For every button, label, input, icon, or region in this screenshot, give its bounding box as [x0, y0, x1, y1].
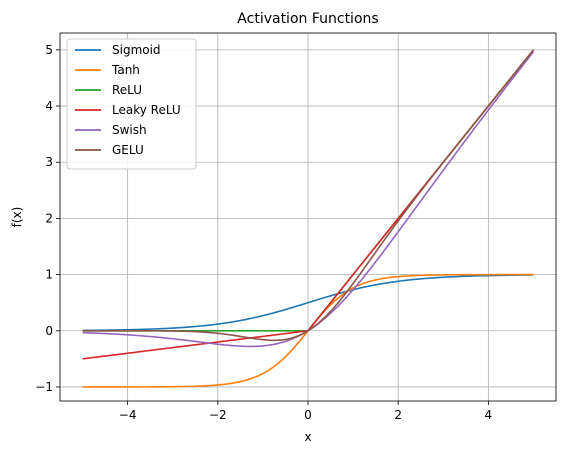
series-line-sigmoid [82, 274, 534, 332]
chart-title: Activation Functions [237, 11, 378, 27]
y-tick-label: 0 [45, 324, 53, 338]
y-tick-label: 3 [45, 155, 53, 169]
legend-label: Swish [112, 123, 147, 137]
x-axis-label: x [304, 430, 311, 444]
legend-box [66, 38, 197, 170]
axis-ticks: −4 −2 0 2 4 −1 0 1 2 3 4 5 [35, 43, 492, 422]
series-line-gelu [82, 49, 535, 342]
y-tick-label: 2 [45, 211, 53, 225]
legend-label: GELU [112, 143, 144, 157]
y-tick-label: 1 [45, 268, 53, 282]
x-tick-label: 2 [394, 408, 402, 422]
x-tick-label: 0 [304, 408, 312, 422]
x-tick-label: 4 [485, 408, 493, 422]
y-tick-label: 4 [45, 99, 53, 113]
series-lines [82, 49, 535, 388]
x-tick-label: −4 [119, 408, 137, 422]
legend-label: Sigmoid [112, 43, 161, 57]
legend: Sigmoid Tanh ReLU Leaky ReLU Swish GELU [66, 38, 197, 170]
legend-label: ReLU [112, 83, 142, 97]
y-tick-label: −1 [35, 380, 53, 394]
legend-label: Leaky ReLU [112, 103, 181, 117]
y-axis-label: f(x) [10, 207, 24, 228]
x-tick-label: −2 [209, 408, 227, 422]
legend-label: Tanh [111, 63, 140, 77]
y-tick-label: 5 [45, 43, 53, 57]
